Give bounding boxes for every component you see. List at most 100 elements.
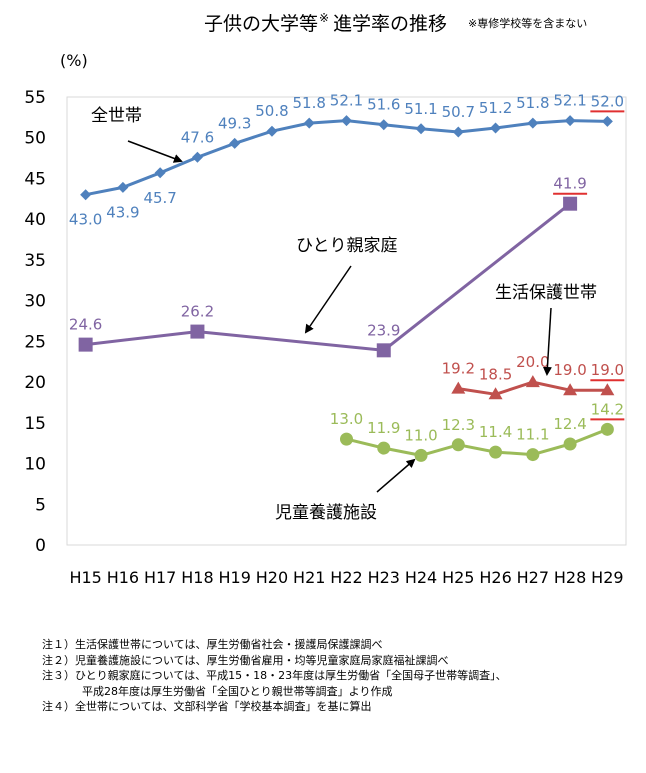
chart-title-mark: ※: [319, 11, 329, 25]
y-tick-label: 30: [24, 292, 46, 312]
data-point: [340, 432, 353, 446]
x-tick-label: H26: [479, 568, 511, 587]
data-point: [526, 448, 540, 462]
y-axis: 0 5 10 15 20 25 30 35 40 45 50 55: [24, 88, 46, 556]
data-label: 11.1: [516, 426, 549, 444]
data-point: [378, 119, 390, 131]
data-point: [563, 437, 577, 451]
data-label: 47.6: [181, 128, 214, 146]
data-label: 52.1: [553, 92, 586, 110]
y-tick-label: 45: [24, 169, 46, 189]
series-label-single-parent: ひとり親家庭: [296, 236, 398, 334]
data-label: 52.0: [591, 92, 624, 110]
footnote-3: 注３）ひとり親家庭については、平成15・18・23年度は厚生労働省「全国母子世帯…: [42, 669, 507, 682]
data-point: [600, 422, 614, 436]
footnote-1: 注１）生活保護世帯については、厚生労働省社会・援護局保護課調べ: [42, 638, 383, 651]
y-tick-label: 55: [24, 88, 46, 108]
data-label: 11.9: [367, 419, 400, 437]
data-point: [266, 125, 278, 137]
arrow-single-parent: [304, 265, 352, 334]
data-point: [563, 383, 578, 396]
y-tick-label: 50: [24, 129, 46, 149]
data-label: 45.7: [143, 189, 176, 207]
data-label: 50.7: [442, 103, 475, 121]
data-label: 51.8: [293, 94, 326, 112]
series-line: [85, 202, 572, 352]
data-label: 51.1: [404, 100, 437, 118]
data-label: 11.0: [404, 426, 437, 444]
chart-title-note: ※専修学校等を含まない: [468, 16, 587, 30]
data-label: 19.0: [591, 361, 624, 379]
data-label: 51.8: [516, 94, 549, 112]
data-point: [80, 189, 92, 201]
x-tick-label: H23: [368, 568, 400, 587]
data-label: 26.2: [181, 303, 214, 321]
footnote-4: 注４）全世帯については、文部科学省「学校基本調査」を基に算出: [42, 700, 372, 713]
x-tick-label: H29: [591, 568, 623, 587]
x-tick-label: H28: [554, 568, 586, 587]
x-tick-label: H21: [293, 568, 325, 587]
series-label-all-households: 全世帯: [91, 106, 183, 163]
y-tick-label: 0: [35, 536, 46, 556]
data-point: [415, 123, 427, 135]
series-lines: [78, 115, 615, 462]
y-tick-label: 10: [24, 455, 46, 475]
data-point: [563, 196, 578, 211]
data-point: [525, 375, 540, 388]
data-label: 18.5: [479, 365, 512, 383]
series-line: [85, 119, 608, 197]
y-unit-label: (%): [60, 51, 88, 70]
data-point: [564, 115, 576, 127]
data-label: 14.2: [591, 400, 624, 418]
data-point: [377, 441, 391, 455]
x-tick-label: H25: [442, 568, 474, 587]
x-tick-label: H27: [517, 568, 549, 587]
x-tick-label: H20: [256, 568, 288, 587]
data-point: [600, 383, 615, 396]
y-tick-label: 20: [24, 373, 46, 393]
data-label: 43.9: [106, 203, 139, 221]
x-tick-label: H24: [405, 568, 437, 587]
x-tick-label: H22: [330, 568, 362, 587]
data-label: 24.6: [69, 316, 102, 334]
data-label: 23.9: [367, 321, 400, 339]
legend-single-parent: ひとり親家庭: [296, 236, 398, 256]
y-tick-label: 35: [24, 251, 46, 271]
data-label: 12.4: [553, 415, 586, 433]
x-tick-label: H16: [107, 568, 139, 587]
series-label-welfare: 生活保護世帯: [495, 283, 597, 376]
data-label: 12.3: [442, 416, 475, 434]
x-tick-label: H17: [144, 568, 176, 587]
data-point: [154, 167, 166, 179]
legend-all-households: 全世帯: [91, 106, 142, 126]
data-point: [490, 122, 502, 134]
chart: 子供の大学等 ※ 進学率の推移 ※専修学校等を含まない (%) 0 5 10 15 20…: [24, 11, 627, 587]
data-point: [229, 137, 241, 149]
footnotes: 注１）生活保護世帯については、厚生労働省社会・援護局保護課調べ 注２）児童養護施…: [42, 637, 507, 715]
footnote-2: 注２）児童養護施設については、厚生労働省雇用・均等児童家庭局家庭福祉課調べ: [42, 653, 449, 667]
data-point: [303, 117, 315, 129]
data-point: [78, 337, 93, 352]
x-tick-label: H15: [69, 568, 101, 587]
series-label-childcare-facility: 児童養護施設: [275, 458, 416, 523]
data-label: 49.3: [218, 114, 251, 132]
data-label: 20.0: [516, 353, 549, 371]
plot-area: [66, 96, 627, 546]
data-point: [376, 343, 391, 358]
chart-title: 子供の大学等: [204, 13, 318, 35]
data-label: 51.2: [479, 99, 512, 117]
arrow-all-households: [127, 140, 183, 163]
data-label: 50.8: [255, 102, 288, 120]
data-point: [117, 181, 129, 193]
data-label: 11.4: [479, 423, 512, 441]
data-point: [601, 115, 613, 127]
data-point: [451, 381, 466, 394]
data-point: [489, 445, 503, 459]
data-label: 19.0: [553, 361, 586, 379]
data-label: 13.0: [330, 410, 363, 428]
x-tick-label: H19: [219, 568, 251, 587]
arrow-welfare: [542, 307, 552, 376]
x-axis: H15 H16 H17 H18 H19 H20 H21 H22 H23 H24 H25 H26 H27 H…: [69, 568, 623, 587]
footnote-3-continued: 平成28年度は厚生労働省「全国ひとり親世帯等調査」より作成: [82, 684, 393, 698]
arrow-childcare-facility: [376, 458, 416, 493]
